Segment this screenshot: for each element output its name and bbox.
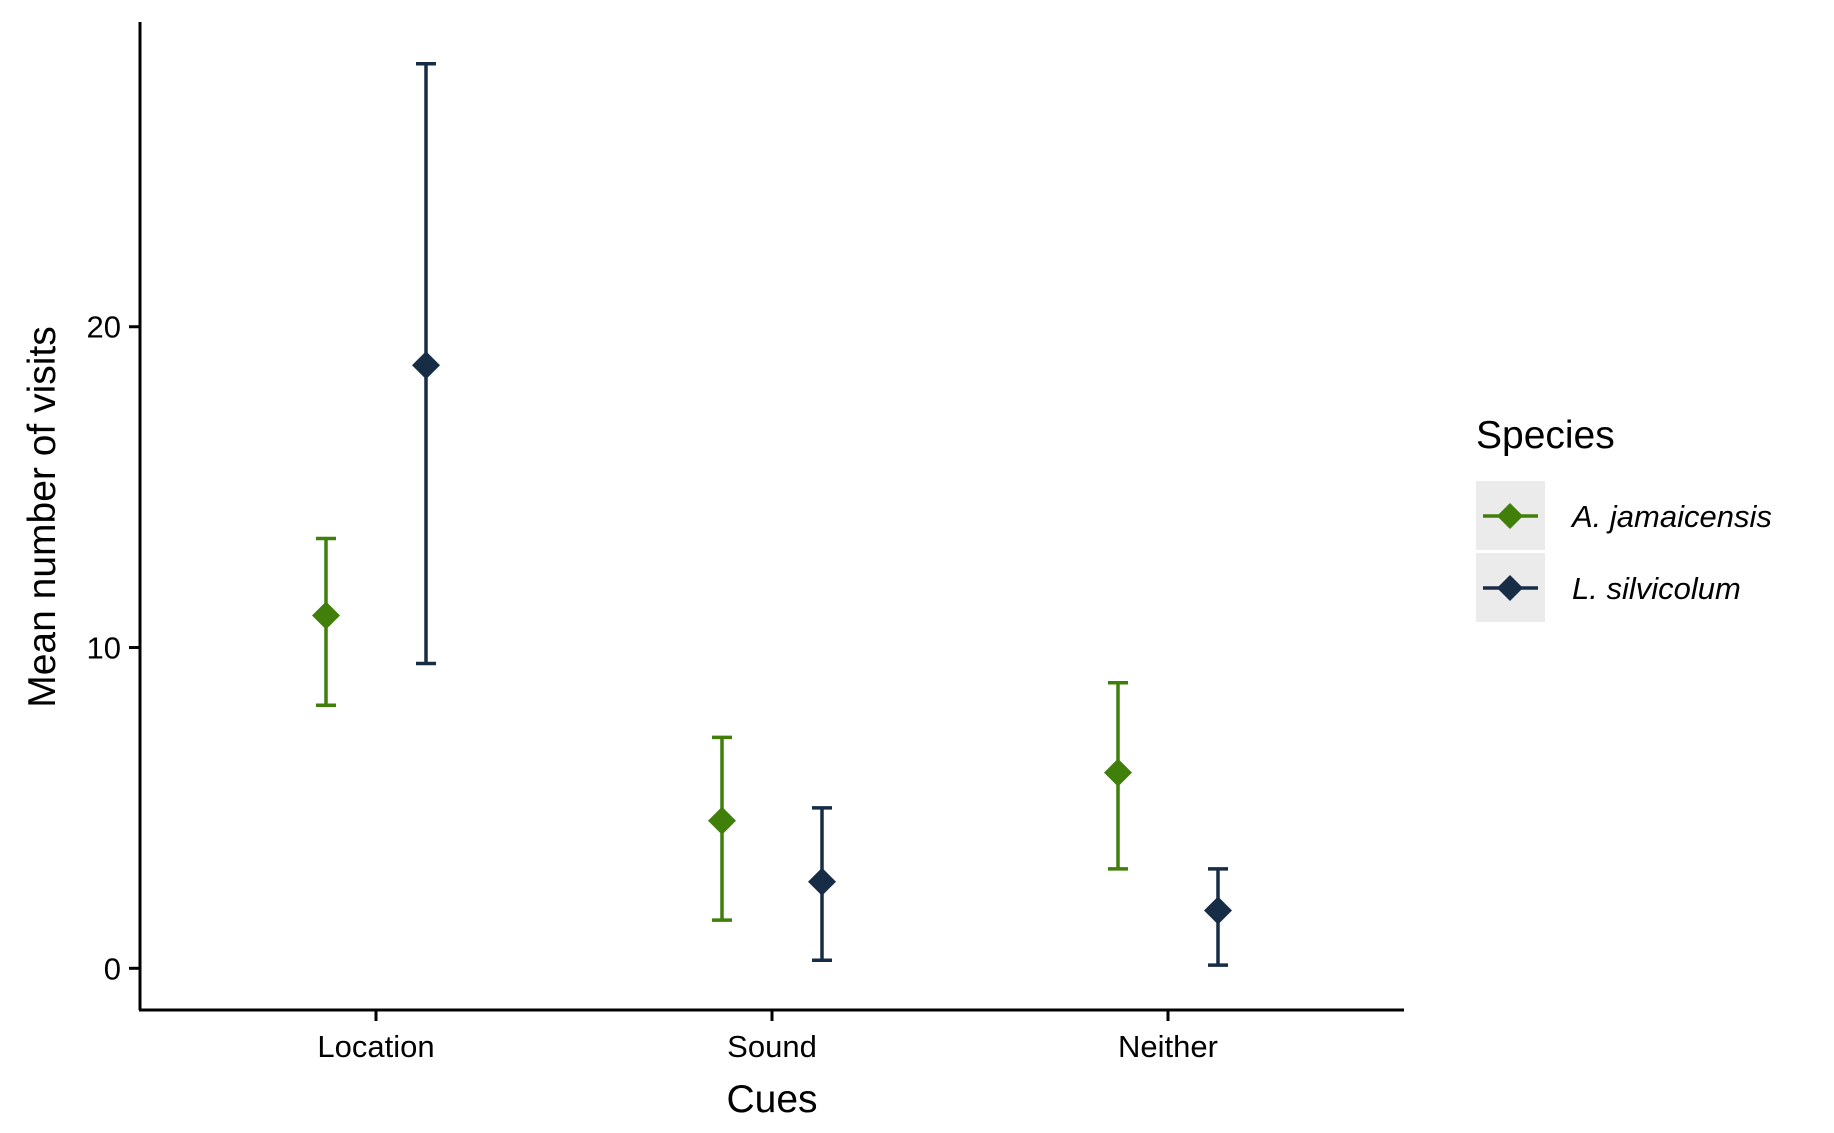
x-ticks: Location Sound Neither: [317, 1010, 1218, 1064]
legend-title: Species: [1476, 414, 1615, 457]
legend-label: L. silvicolum: [1572, 571, 1741, 606]
data-point: [808, 867, 836, 896]
legend-item: A. jamaicensis: [1476, 481, 1772, 550]
series-2: [412, 61, 1232, 967]
x-axis-title: Cues: [726, 1078, 817, 1121]
legend: Species A. jamaicensis L. silvicolum: [1476, 414, 1772, 622]
data-point: [1104, 758, 1132, 787]
legend-key-marker: [1497, 503, 1523, 529]
y-tick-label: 0: [104, 951, 121, 986]
data-point: [708, 806, 736, 835]
x-tick-label: Sound: [727, 1029, 817, 1064]
legend-label: A. jamaicensis: [1570, 499, 1772, 534]
legend-key-marker: [1497, 575, 1523, 601]
legend-item: L. silvicolum: [1476, 553, 1741, 622]
x-tick-label: Location: [317, 1029, 434, 1064]
chart-marks: [312, 61, 1232, 967]
y-ticks: 0 10 20: [87, 310, 140, 986]
data-point: [312, 601, 340, 630]
y-tick-label: 10: [87, 631, 121, 666]
series-1: [312, 536, 1132, 922]
data-point: [1204, 896, 1232, 925]
data-point: [412, 351, 440, 380]
y-axis-title: Mean number of visits: [21, 326, 64, 708]
plot-panel: 0 10 20 Location Sound Neither: [87, 22, 1404, 1064]
x-tick-label: Neither: [1118, 1029, 1218, 1064]
y-tick-label: 20: [87, 310, 121, 345]
